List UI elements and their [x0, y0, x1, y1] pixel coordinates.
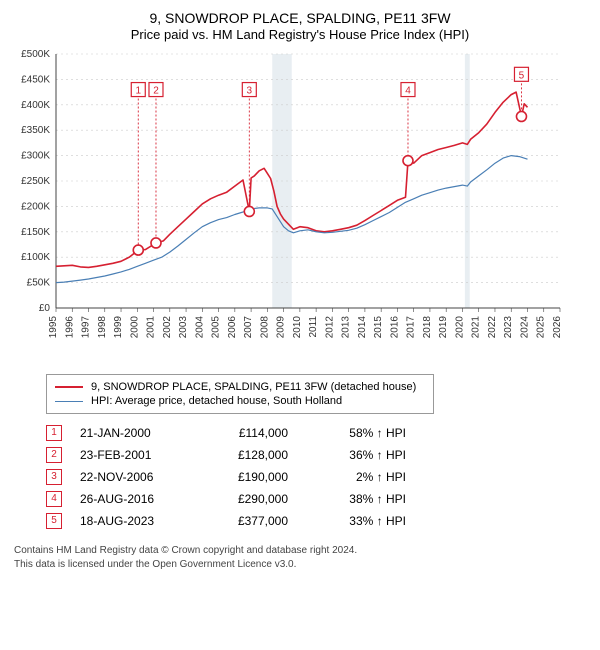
svg-text:2: 2: [153, 86, 159, 97]
sales-table: 1 21-JAN-2000 £114,000 58% ↑ HPI 2 23-FEB-200…: [46, 422, 516, 532]
svg-text:£400K: £400K: [21, 100, 50, 111]
svg-text:3: 3: [247, 86, 253, 97]
sale-price: £114,000: [208, 426, 288, 440]
sale-marker-icon: 2: [46, 447, 62, 463]
legend-item: HPI: Average price, detached house, Sout…: [55, 395, 425, 407]
svg-text:£500K: £500K: [21, 49, 50, 60]
svg-text:2024: 2024: [519, 316, 530, 339]
sale-hpi-delta: 36% ↑ HPI: [306, 448, 406, 462]
svg-text:2007: 2007: [243, 316, 254, 339]
sale-price: £128,000: [208, 448, 288, 462]
table-row: 4 26-AUG-2016 £290,000 38% ↑ HPI: [46, 488, 516, 510]
svg-text:2015: 2015: [373, 316, 384, 339]
svg-text:2003: 2003: [178, 316, 189, 339]
svg-text:2008: 2008: [259, 316, 270, 339]
page-subtitle: Price paid vs. HM Land Registry's House …: [10, 27, 590, 42]
table-row: 5 18-AUG-2023 £377,000 33% ↑ HPI: [46, 510, 516, 532]
footer-line: Contains HM Land Registry data © Crown c…: [14, 544, 590, 558]
sale-date: 21-JAN-2000: [80, 426, 190, 440]
svg-text:£100K: £100K: [21, 252, 50, 263]
svg-text:2011: 2011: [308, 316, 319, 338]
legend-swatch: [55, 386, 83, 388]
legend: 9, SNOWDROP PLACE, SPALDING, PE11 3FW (d…: [46, 374, 434, 414]
svg-text:2001: 2001: [146, 316, 157, 339]
sale-price: £190,000: [208, 470, 288, 484]
sale-marker-icon: 1: [46, 425, 62, 441]
page-title: 9, SNOWDROP PLACE, SPALDING, PE11 3FW: [10, 10, 590, 26]
svg-text:2016: 2016: [389, 316, 400, 339]
table-row: 2 23-FEB-2001 £128,000 36% ↑ HPI: [46, 444, 516, 466]
sale-marker-icon: 4: [46, 491, 62, 507]
sale-date: 23-FEB-2001: [80, 448, 190, 462]
svg-text:2019: 2019: [438, 316, 449, 339]
svg-text:2026: 2026: [552, 316, 563, 339]
sale-marker-icon: 3: [46, 469, 62, 485]
svg-text:2012: 2012: [324, 316, 335, 339]
svg-text:2006: 2006: [227, 316, 238, 339]
svg-text:2025: 2025: [536, 316, 547, 339]
svg-text:2023: 2023: [503, 316, 514, 339]
sale-hpi-delta: 58% ↑ HPI: [306, 426, 406, 440]
sale-marker-icon: 5: [46, 513, 62, 529]
svg-text:5: 5: [519, 70, 525, 81]
sale-hpi-delta: 2% ↑ HPI: [306, 470, 406, 484]
svg-text:£0: £0: [39, 303, 51, 314]
svg-text:1: 1: [135, 86, 141, 97]
svg-text:4: 4: [405, 86, 411, 97]
sale-date: 22-NOV-2006: [80, 470, 190, 484]
legend-swatch: [55, 401, 83, 402]
svg-text:£450K: £450K: [21, 74, 50, 85]
svg-text:1995: 1995: [48, 316, 59, 339]
svg-text:£300K: £300K: [21, 151, 50, 162]
svg-text:2021: 2021: [471, 316, 482, 339]
svg-text:1998: 1998: [97, 316, 108, 339]
svg-text:£50K: £50K: [27, 278, 51, 289]
svg-text:1997: 1997: [81, 316, 92, 339]
svg-text:1996: 1996: [64, 316, 75, 339]
legend-label: 9, SNOWDROP PLACE, SPALDING, PE11 3FW (d…: [91, 381, 416, 393]
svg-text:1999: 1999: [113, 316, 124, 339]
legend-label: HPI: Average price, detached house, Sout…: [91, 395, 342, 407]
svg-text:2018: 2018: [422, 316, 433, 339]
sale-price: £290,000: [208, 492, 288, 506]
table-row: 1 21-JAN-2000 £114,000 58% ↑ HPI: [46, 422, 516, 444]
svg-text:£250K: £250K: [21, 176, 50, 187]
svg-text:2009: 2009: [276, 316, 287, 339]
legend-item: 9, SNOWDROP PLACE, SPALDING, PE11 3FW (d…: [55, 381, 425, 393]
svg-text:2022: 2022: [487, 316, 498, 339]
svg-text:2017: 2017: [406, 316, 417, 339]
sale-date: 26-AUG-2016: [80, 492, 190, 506]
svg-text:2004: 2004: [194, 316, 205, 339]
price-chart: £0 £50K £100K £150K £200K £250K £300K £350K £400…: [10, 48, 570, 368]
svg-text:£200K: £200K: [21, 201, 50, 212]
attribution-footer: Contains HM Land Registry data © Crown c…: [14, 544, 590, 571]
svg-text:£350K: £350K: [21, 125, 50, 136]
footer-line: This data is licensed under the Open Gov…: [14, 558, 590, 572]
sale-date: 18-AUG-2023: [80, 514, 190, 528]
svg-text:2002: 2002: [162, 316, 173, 339]
sale-hpi-delta: 33% ↑ HPI: [306, 514, 406, 528]
svg-text:2020: 2020: [454, 316, 465, 339]
svg-text:2010: 2010: [292, 316, 303, 339]
svg-text:2014: 2014: [357, 316, 368, 339]
table-row: 3 22-NOV-2006 £190,000 2% ↑ HPI: [46, 466, 516, 488]
svg-text:2013: 2013: [341, 316, 352, 339]
svg-text:2000: 2000: [129, 316, 140, 339]
svg-text:2005: 2005: [211, 316, 222, 339]
sale-price: £377,000: [208, 514, 288, 528]
svg-text:£150K: £150K: [21, 227, 50, 238]
sale-hpi-delta: 38% ↑ HPI: [306, 492, 406, 506]
